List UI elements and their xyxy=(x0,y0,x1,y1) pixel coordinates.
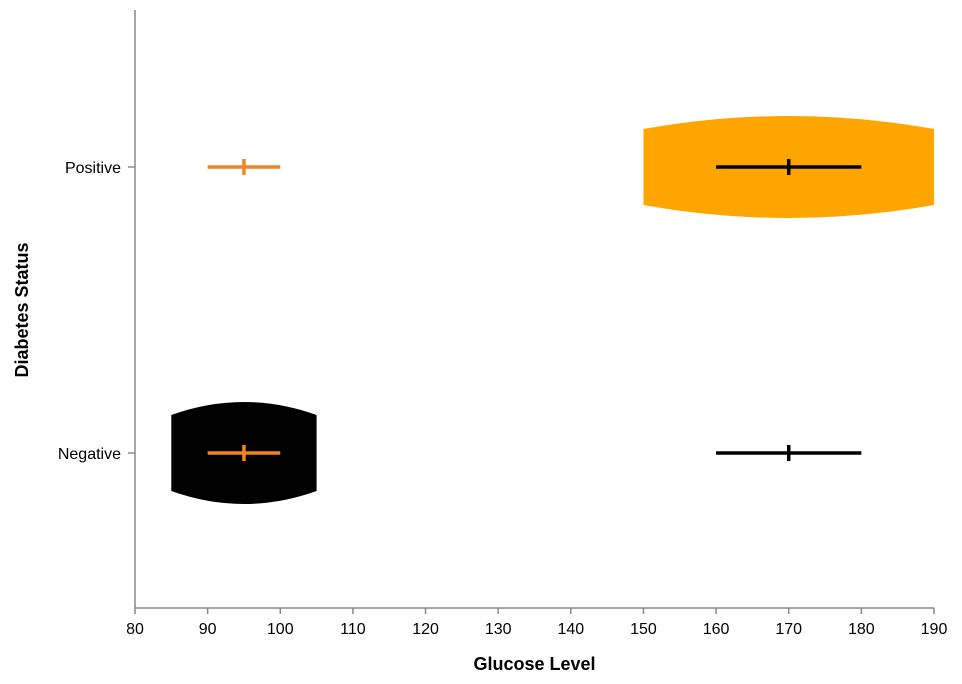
x-axis-title: Glucose Level xyxy=(473,654,595,674)
y-tick-label: Positive xyxy=(65,160,121,177)
x-tick-label: 110 xyxy=(340,621,366,638)
y-axis-title: Diabetes Status xyxy=(12,242,32,377)
x-tick-label: 120 xyxy=(412,621,439,638)
x-tick-label: 160 xyxy=(703,621,730,638)
x-tick-label: 80 xyxy=(126,621,144,638)
x-axis-ticks: 80 90 100 110 120 130 140 150 160 170 180 190 xyxy=(126,608,947,638)
x-tick-label: 140 xyxy=(557,621,584,638)
x-tick-label: 90 xyxy=(199,621,217,638)
x-tick-label: 150 xyxy=(630,621,657,638)
y-tick-label: Negative xyxy=(58,446,121,463)
x-tick-label: 170 xyxy=(775,621,802,638)
x-tick-label: 130 xyxy=(485,621,512,638)
x-tick-label: 180 xyxy=(848,621,875,638)
x-tick-label: 100 xyxy=(267,621,294,638)
y-axis-ticks: Positive Negative xyxy=(58,160,135,463)
x-tick-label: 190 xyxy=(921,621,948,638)
violins-layer xyxy=(171,116,934,504)
error-bars-layer xyxy=(207,159,862,461)
